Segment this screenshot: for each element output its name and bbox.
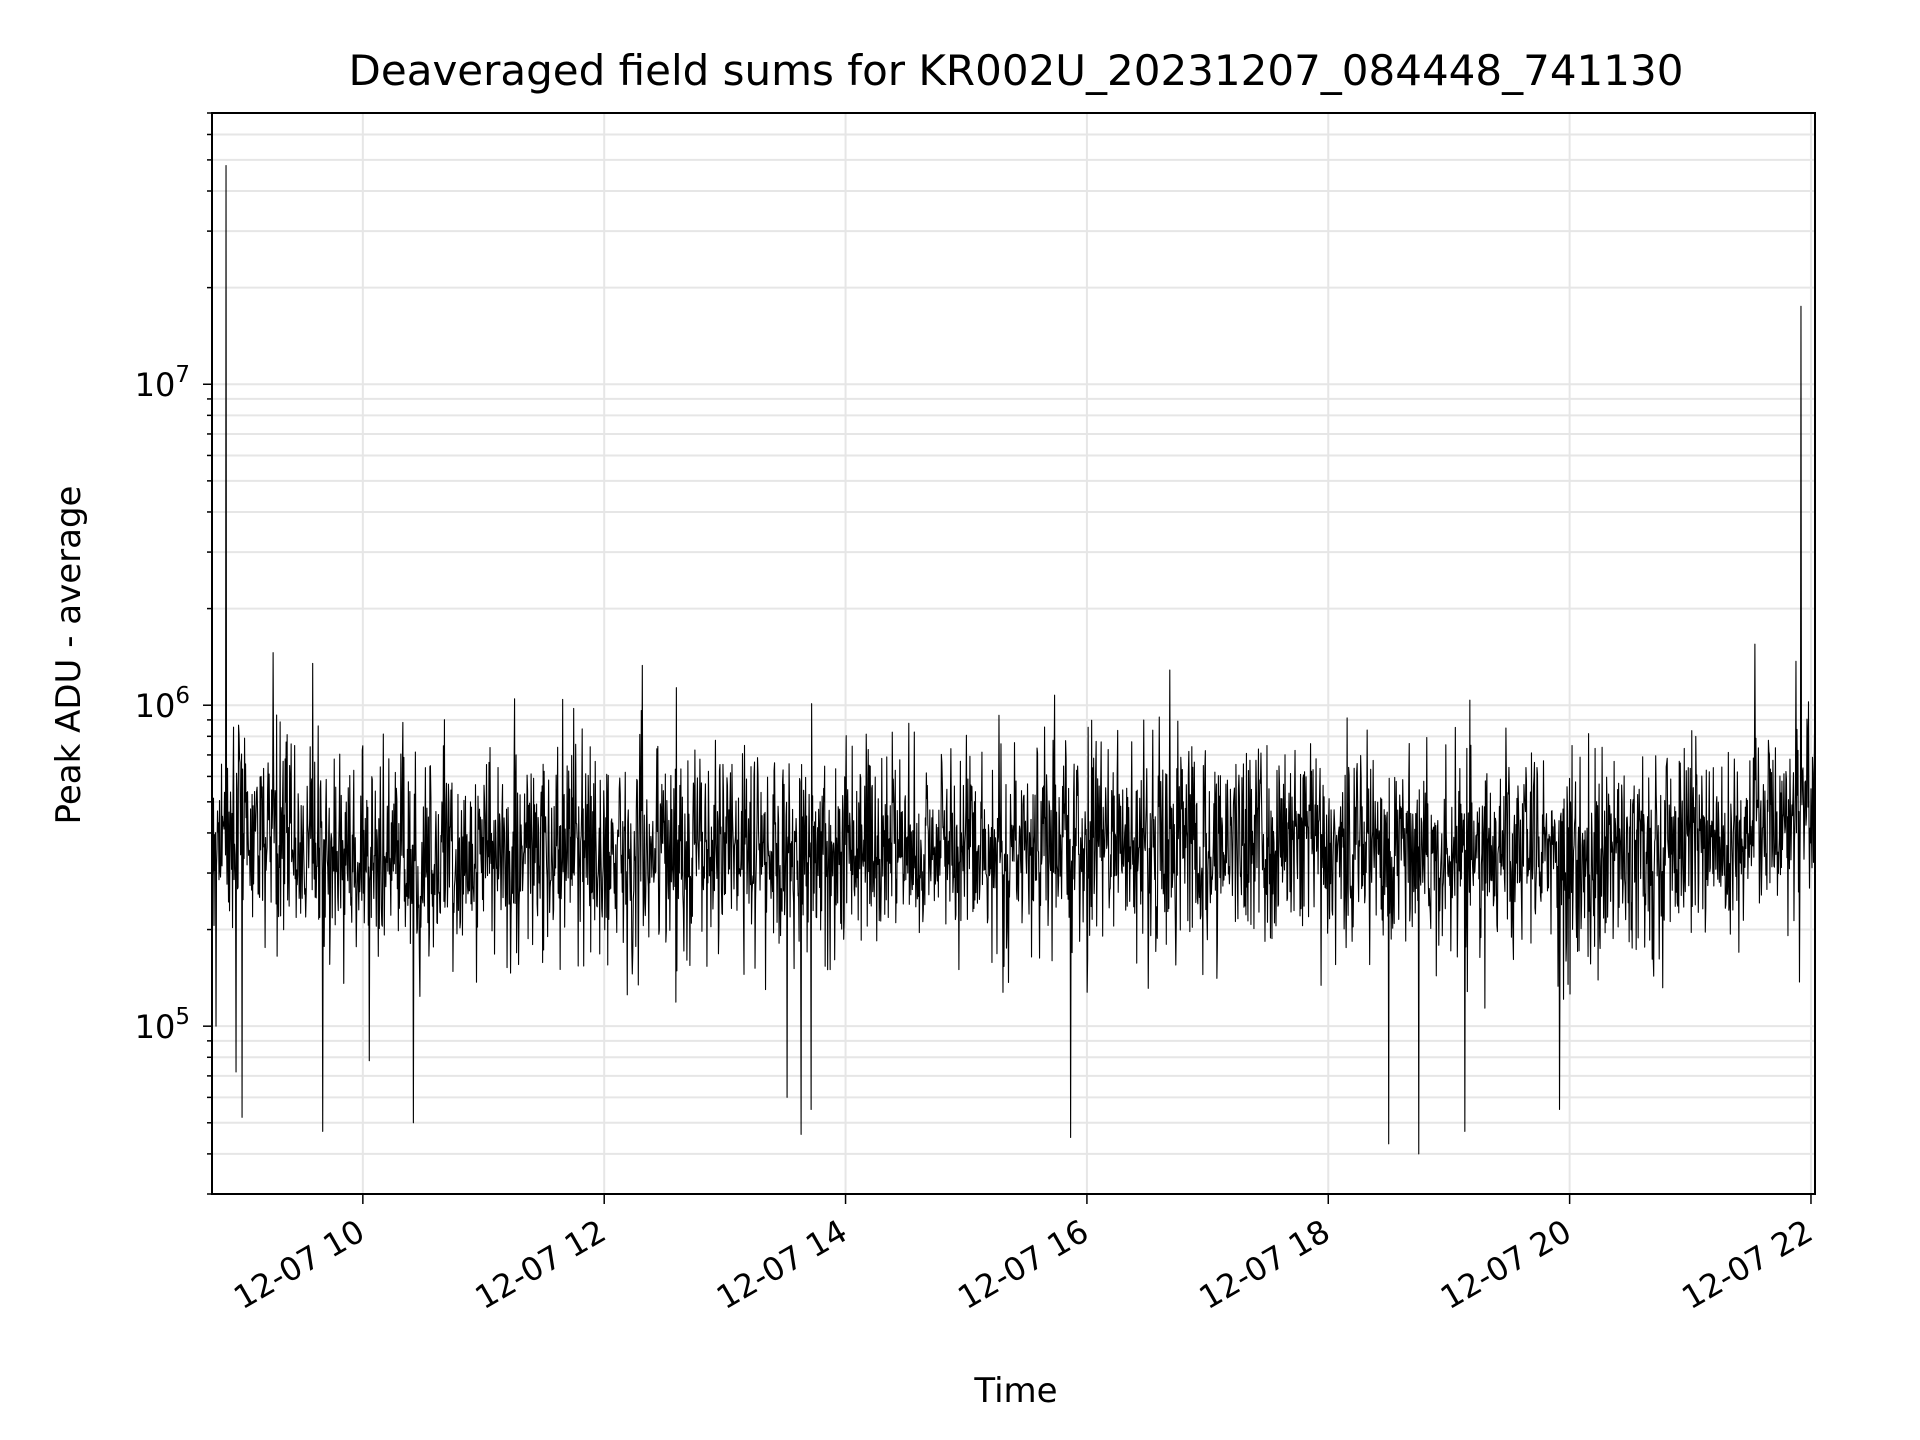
axes-frame [211, 112, 1816, 1195]
y-axis-title: Peak ADU - average [49, 486, 89, 825]
plot-area [211, 165, 1816, 1155]
chart-title: Deaveraged field sums for KR002U_2023120… [349, 46, 1684, 95]
y-tick-label: 106 [135, 683, 190, 725]
y-tick-label: 105 [135, 1004, 190, 1046]
y-tick-label: 107 [135, 362, 190, 404]
series-line [211, 165, 1816, 1155]
x-axis-title: Time [973, 1371, 1057, 1411]
y-axis: 105 106 107 [135, 112, 212, 1195]
